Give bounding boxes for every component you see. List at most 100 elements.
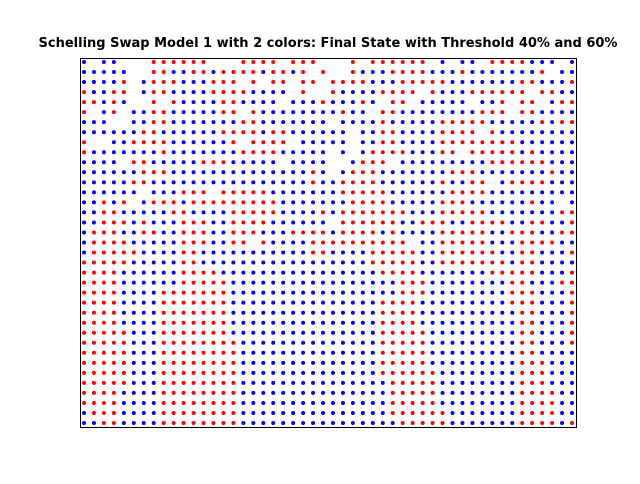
agent-blue-point xyxy=(221,170,226,175)
agent-red-point xyxy=(191,421,196,425)
agent-blue-point xyxy=(410,230,415,235)
agent-blue-point xyxy=(301,300,306,305)
agent-blue-point xyxy=(330,210,335,215)
agent-blue-point xyxy=(221,120,226,125)
agent-red-point xyxy=(540,390,545,395)
agent-red-point xyxy=(370,160,375,165)
agent-blue-point xyxy=(570,140,574,145)
agent-blue-point xyxy=(211,210,216,215)
agent-blue-point xyxy=(301,400,306,405)
agent-red-point xyxy=(400,421,405,425)
agent-blue-point xyxy=(520,140,525,145)
agent-blue-point xyxy=(311,421,316,425)
agent-red-point xyxy=(191,330,196,335)
agent-blue-point xyxy=(440,110,445,115)
agent-blue-point xyxy=(161,230,166,235)
agent-blue-point xyxy=(460,370,465,375)
agent-red-point xyxy=(450,260,455,265)
agent-red-point xyxy=(281,130,286,135)
agent-red-point xyxy=(390,70,395,75)
agent-red-point xyxy=(490,130,495,135)
agent-red-point xyxy=(241,190,246,195)
agent-blue-point xyxy=(251,350,256,355)
agent-blue-point xyxy=(311,350,316,355)
agent-blue-point xyxy=(490,120,495,125)
agent-red-point xyxy=(241,70,246,75)
agent-blue-point xyxy=(141,90,146,95)
agent-blue-point xyxy=(550,120,555,125)
agent-blue-point xyxy=(91,180,96,185)
agent-blue-point xyxy=(241,380,246,385)
agent-blue-point xyxy=(181,90,186,95)
agent-blue-point xyxy=(91,421,96,425)
agent-red-point xyxy=(420,220,425,225)
agent-blue-point xyxy=(281,400,286,405)
agent-red-point xyxy=(530,110,535,115)
agent-blue-point xyxy=(151,270,156,275)
agent-red-point xyxy=(191,410,196,415)
agent-blue-point xyxy=(82,220,86,225)
agent-blue-point xyxy=(400,190,405,195)
agent-blue-point xyxy=(560,240,565,245)
agent-blue-point xyxy=(251,270,256,275)
agent-red-point xyxy=(161,421,166,425)
agent-red-point xyxy=(440,200,445,205)
agent-blue-point xyxy=(231,330,236,335)
agent-blue-point xyxy=(550,360,555,365)
agent-red-point xyxy=(251,210,256,215)
agent-red-point xyxy=(291,230,296,235)
agent-blue-point xyxy=(121,210,126,215)
agent-blue-point xyxy=(211,260,216,265)
agent-blue-point xyxy=(321,260,326,265)
agent-blue-point xyxy=(221,180,226,185)
agent-blue-point xyxy=(151,150,156,155)
agent-blue-point xyxy=(281,180,286,185)
agent-red-point xyxy=(570,80,574,85)
agent-blue-point xyxy=(490,390,495,395)
agent-blue-point xyxy=(161,160,166,165)
agent-blue-point xyxy=(410,220,415,225)
agent-blue-point xyxy=(560,250,565,255)
agent-red-point xyxy=(520,350,525,355)
agent-red-point xyxy=(440,130,445,135)
agent-blue-point xyxy=(490,280,495,285)
agent-red-point xyxy=(340,80,345,85)
agent-blue-point xyxy=(301,220,306,225)
agent-blue-point xyxy=(560,160,565,165)
agent-blue-point xyxy=(550,300,555,305)
agent-red-point xyxy=(191,290,196,295)
agent-blue-point xyxy=(450,370,455,375)
agent-red-point xyxy=(460,200,465,205)
agent-red-point xyxy=(400,250,405,255)
agent-blue-point xyxy=(121,400,126,405)
agent-blue-point xyxy=(281,320,286,325)
agent-red-point xyxy=(191,340,196,345)
agent-red-point xyxy=(82,340,86,345)
agent-red-point xyxy=(410,90,415,95)
agent-red-point xyxy=(400,70,405,75)
agent-blue-point xyxy=(241,360,246,365)
agent-red-point xyxy=(390,370,395,375)
agent-blue-point xyxy=(321,290,326,295)
agent-red-point xyxy=(520,240,525,245)
agent-blue-point xyxy=(121,290,126,295)
agent-blue-point xyxy=(450,380,455,385)
agent-blue-point xyxy=(500,250,505,255)
agent-red-point xyxy=(410,350,415,355)
agent-red-point xyxy=(520,400,525,405)
agent-blue-point xyxy=(301,250,306,255)
agent-blue-point xyxy=(311,410,316,415)
agent-red-point xyxy=(91,100,96,105)
agent-blue-point xyxy=(291,200,296,205)
agent-red-point xyxy=(111,250,116,255)
agent-red-point xyxy=(480,90,485,95)
agent-red-point xyxy=(101,200,106,205)
agent-blue-point xyxy=(281,230,286,235)
agent-blue-point xyxy=(350,290,355,295)
agent-blue-point xyxy=(560,390,565,395)
agent-red-point xyxy=(201,160,206,165)
agent-red-point xyxy=(350,60,355,64)
agent-red-point xyxy=(410,360,415,365)
agent-blue-point xyxy=(460,350,465,355)
agent-red-point xyxy=(221,410,226,415)
